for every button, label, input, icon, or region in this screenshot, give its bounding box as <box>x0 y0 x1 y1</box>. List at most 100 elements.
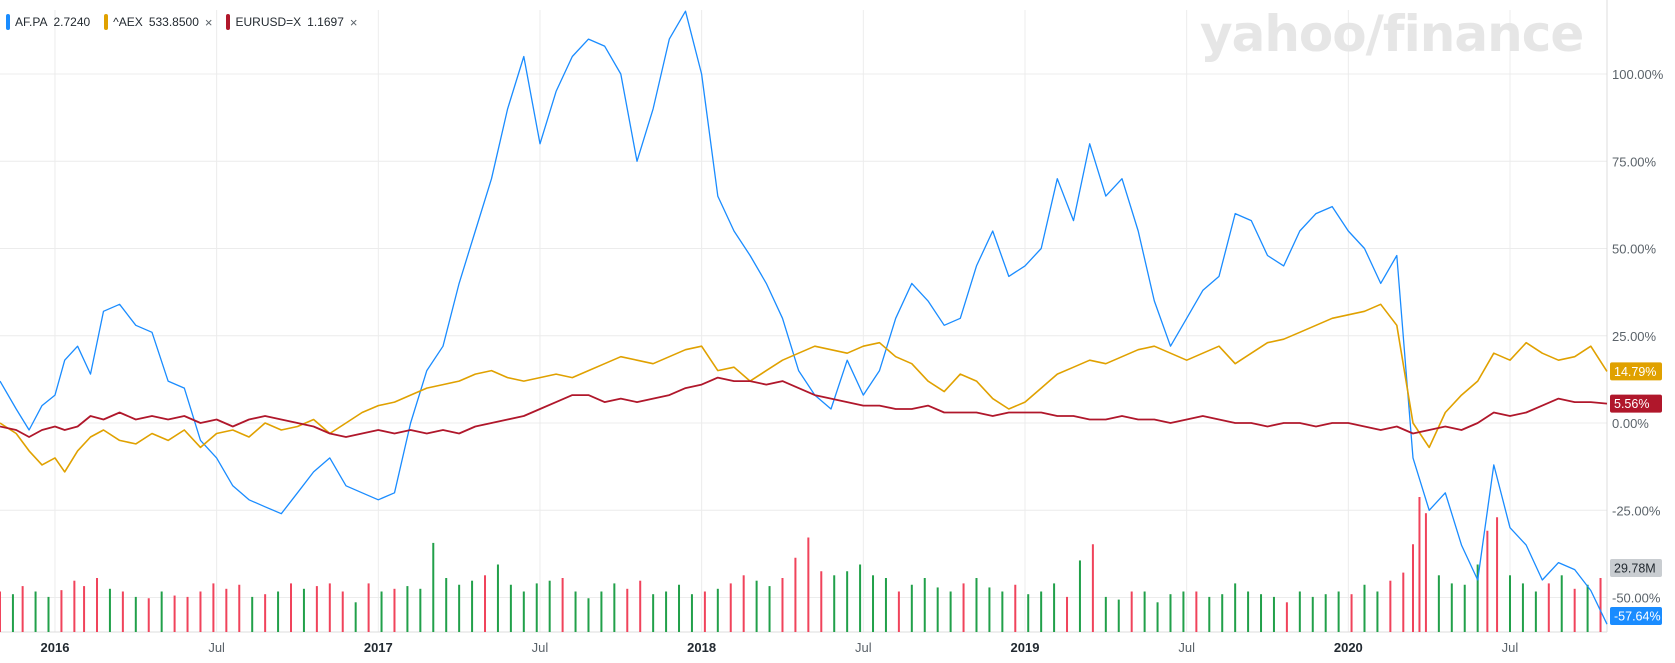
close-icon[interactable]: × <box>349 14 358 30</box>
yahoo-finance-logo: yahoo/finance <box>1200 5 1584 63</box>
y-tick-label: -25.00% <box>1612 503 1661 518</box>
volume-bar <box>884 578 887 632</box>
volume-bar <box>690 594 693 632</box>
x-tick-label: 2017 <box>364 640 393 655</box>
volume-bar <box>1247 591 1250 632</box>
volume-bar <box>96 578 99 632</box>
legend-item-aex[interactable]: ^AEX 533.8500 × <box>104 14 212 30</box>
x-tick-label: 2020 <box>1334 640 1363 655</box>
series-value-badge: 5.56% <box>1614 397 1649 411</box>
volume-bar <box>1486 530 1489 632</box>
volume-bar <box>1424 513 1427 632</box>
x-tick-label: Jul <box>855 640 872 655</box>
legend-symbol: EURUSD=X <box>235 15 302 29</box>
volume-bar <box>1014 584 1017 632</box>
volume-bar <box>1560 575 1563 632</box>
volume-bar <box>445 578 448 632</box>
legend-symbol: ^AEX <box>113 15 143 29</box>
volume-bar <box>186 596 189 632</box>
volume-bar <box>393 588 396 632</box>
volume-value-badge: 29.78M <box>1614 562 1656 576</box>
chart-legend: AF.PA 2.7240 ^AEX 533.8500 × EURUSD=X 1.… <box>6 14 357 30</box>
volume-bar <box>1324 594 1327 632</box>
volume-bar <box>1450 583 1453 632</box>
grid-lines <box>0 0 1608 633</box>
volume-bar <box>328 583 331 632</box>
volume-bar <box>60 590 63 632</box>
volume-bar <box>47 596 50 632</box>
volume-bar <box>846 571 849 632</box>
volume-bar <box>1182 591 1185 632</box>
volume-bar <box>1402 572 1405 632</box>
volume-bar <box>160 591 163 632</box>
x-tick-label: Jul <box>1502 640 1519 655</box>
volume-bar <box>147 598 150 632</box>
volume-bar <box>34 591 37 632</box>
volume-bar <box>755 580 758 632</box>
volume-bar <box>1040 591 1043 632</box>
volume-bar <box>251 596 254 632</box>
volume-bar <box>1573 588 1576 632</box>
volume-bar <box>729 583 732 632</box>
y-axis: 100.00% 75.00% 50.00% 25.00% 0.00% -25.00% -50… <box>1612 67 1664 606</box>
volume-bar <box>432 542 435 632</box>
volume-bar <box>212 583 215 632</box>
volume-bar <box>1547 583 1550 632</box>
volume-bar <box>73 580 76 632</box>
series-color-swatch <box>104 14 109 30</box>
volume-bar <box>1476 564 1479 632</box>
volume-bar <box>626 588 629 632</box>
volume-bar <box>807 537 810 632</box>
volume-bar <box>1298 591 1301 632</box>
volume-bar <box>238 584 241 632</box>
volume-bar <box>742 575 745 632</box>
volume-bar <box>1156 602 1159 632</box>
volume-bar <box>380 591 383 632</box>
volume-bar <box>820 571 823 632</box>
series-line <box>0 376 1608 438</box>
x-axis: 2016 Jul 2017 Jul 2018 Jul 2019 Jul 2020 Jul <box>41 640 1519 655</box>
volume-bar <box>1437 575 1440 632</box>
volume-bar <box>923 578 926 632</box>
volume-bar <box>639 580 642 632</box>
volume-bar <box>496 564 499 632</box>
volume-bar <box>716 588 719 632</box>
volume-bar <box>1463 584 1466 632</box>
close-icon[interactable]: × <box>204 14 213 30</box>
volume-bar <box>484 575 487 632</box>
volume-bar <box>264 594 267 632</box>
volume-bar <box>315 586 318 632</box>
volume-bar <box>108 588 111 632</box>
volume-bar <box>988 587 991 632</box>
volume-bar <box>1053 583 1056 632</box>
series-value-badge-bg <box>1610 362 1662 381</box>
series-color-swatch <box>226 14 231 30</box>
volume-bar <box>1001 591 1004 632</box>
series-lines <box>0 10 1608 625</box>
volume-bar <box>0 591 1 632</box>
volume-bar <box>1418 497 1421 632</box>
volume-bar <box>1389 580 1392 632</box>
volume-bar <box>794 557 797 632</box>
volume-bar <box>1234 583 1237 632</box>
volume-value-badge-bg <box>1610 559 1662 577</box>
x-tick-label: 2019 <box>1011 640 1040 655</box>
volume-bar <box>1104 596 1107 632</box>
volume-bar <box>1117 599 1120 632</box>
volume-bar <box>535 583 538 632</box>
volume-bar <box>600 591 603 632</box>
series-value-badge-bg <box>1610 394 1662 413</box>
volume-bar <box>574 591 577 632</box>
volume-bar <box>1411 544 1414 632</box>
x-tick-label: Jul <box>208 640 225 655</box>
y-tick-label: -50.00% <box>1612 591 1661 606</box>
legend-item-afpa[interactable]: AF.PA 2.7240 <box>6 14 90 30</box>
series-value-badge: -57.64% <box>1614 610 1661 624</box>
x-tick-label: 2016 <box>41 640 70 655</box>
legend-item-eurusd[interactable]: EURUSD=X 1.1697 × <box>226 14 357 30</box>
volume-bar <box>83 586 86 632</box>
volume-bar <box>354 602 357 632</box>
volume-bar <box>561 578 564 632</box>
y-tick-label: 100.00% <box>1612 67 1664 82</box>
